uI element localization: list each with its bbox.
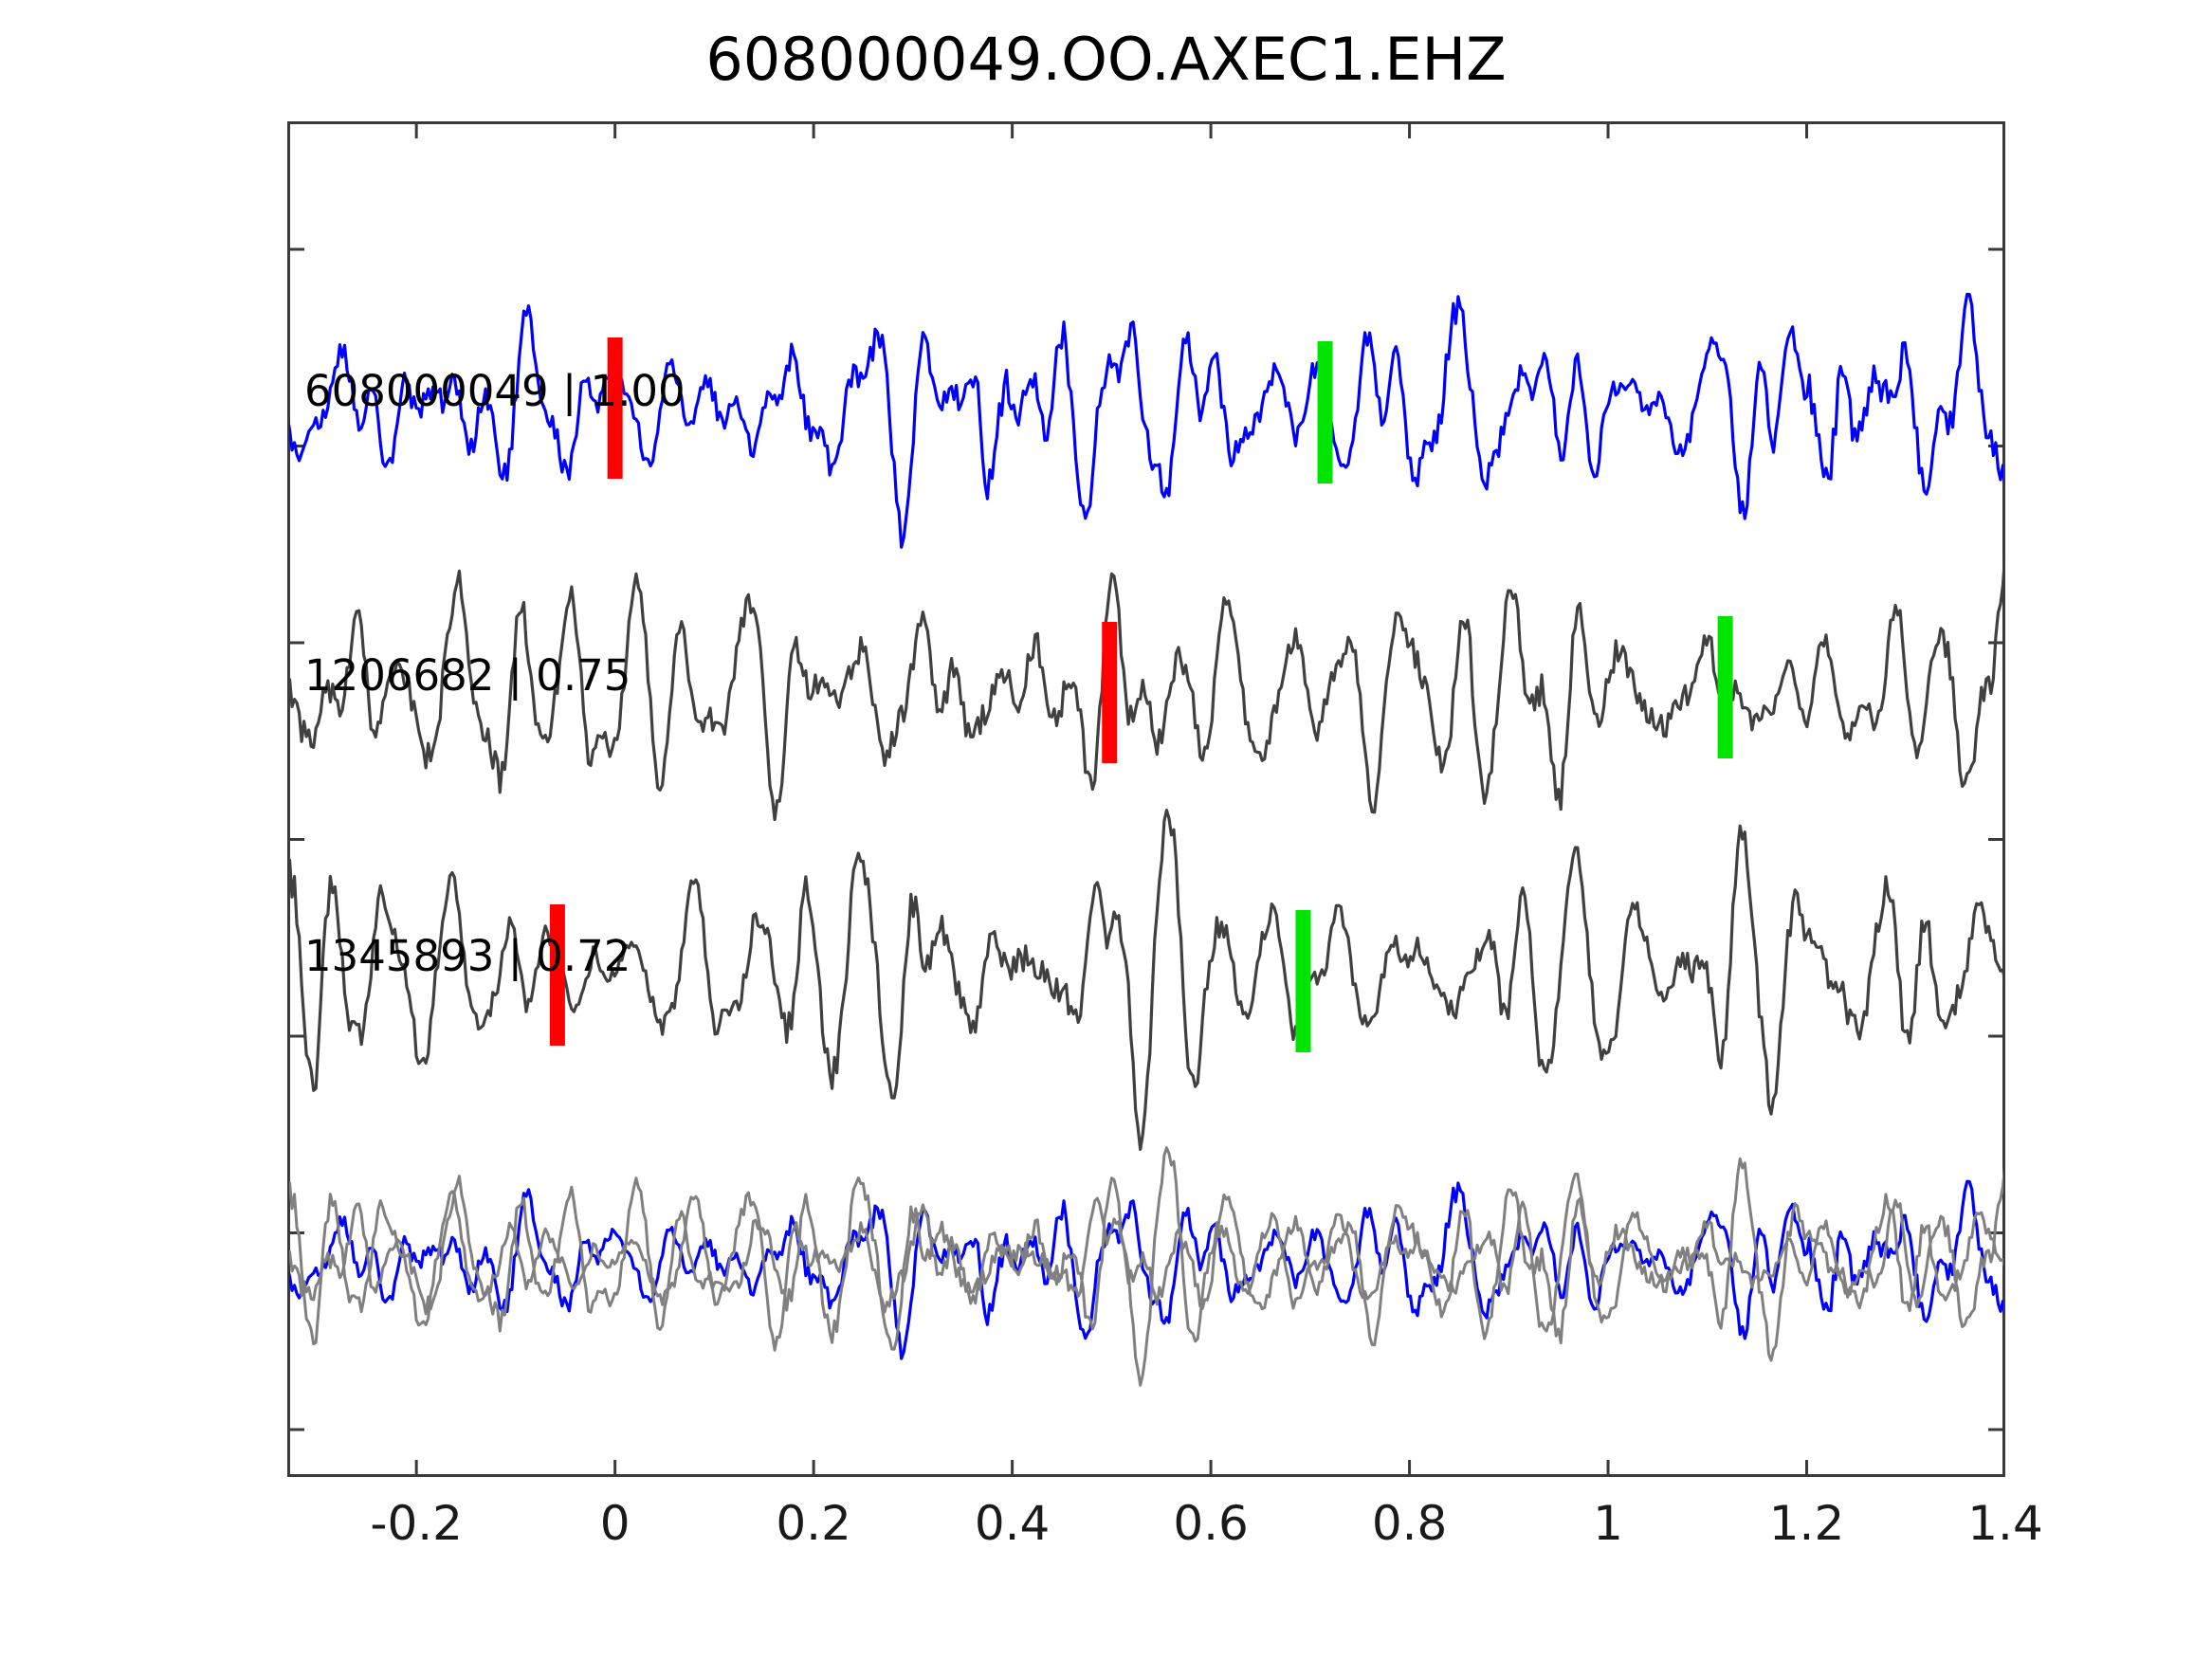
waveform-trace-1345893 <box>289 808 2003 1152</box>
overlay-trace-608000049 <box>289 1179 2003 1360</box>
x-tick-label-1: 0 <box>599 1496 631 1551</box>
trace-label-608000049: 608000049 | 1.00 <box>304 366 686 416</box>
pick-marker-p-608000049[interactable] <box>607 337 623 479</box>
page-title: 608000049.OO.AXEC1.EHZ <box>705 25 1507 94</box>
pick-marker-s-1345893[interactable] <box>1295 910 1311 1052</box>
pick-marker-p-1206682[interactable] <box>1102 622 1118 763</box>
x-tick-label-2: 0.2 <box>776 1496 851 1551</box>
pick-marker-s-1206682[interactable] <box>1717 616 1733 758</box>
plot-axes: 608000049 | 1.00 1206682 | 0.75 1345893 … <box>287 121 2005 1477</box>
trace-label-1345893: 1345893 | 0.72 <box>304 931 631 981</box>
x-tick-label-5: 0.8 <box>1371 1496 1448 1551</box>
x-tick-label-6: 1 <box>1593 1496 1623 1551</box>
x-tick-label-0: -0.2 <box>370 1496 463 1551</box>
waveform-canvas <box>287 121 2005 1477</box>
x-tick-label-8: 1.4 <box>1967 1496 2043 1551</box>
pick-marker-s-608000049[interactable] <box>1317 341 1333 483</box>
x-tick-label-3: 0.4 <box>974 1496 1051 1551</box>
waveform-trace-608000049 <box>289 292 2003 549</box>
axes-frame <box>287 121 2005 1477</box>
x-axis-tick-labels: -0.2 0 0.2 0.4 0.6 0.8 1 1.2 1.4 <box>287 1496 2042 1572</box>
x-tick-label-4: 0.6 <box>1173 1496 1249 1551</box>
pick-marker-p-1345893[interactable] <box>549 904 565 1046</box>
traces-group <box>289 292 2003 1387</box>
x-tick-label-7: 1.2 <box>1768 1496 1845 1551</box>
overlay-trace-1345893 <box>289 1146 2003 1387</box>
trace-label-1206682: 1206682 | 0.75 <box>304 650 631 701</box>
overlay-trace-1206682 <box>289 1166 2003 1352</box>
